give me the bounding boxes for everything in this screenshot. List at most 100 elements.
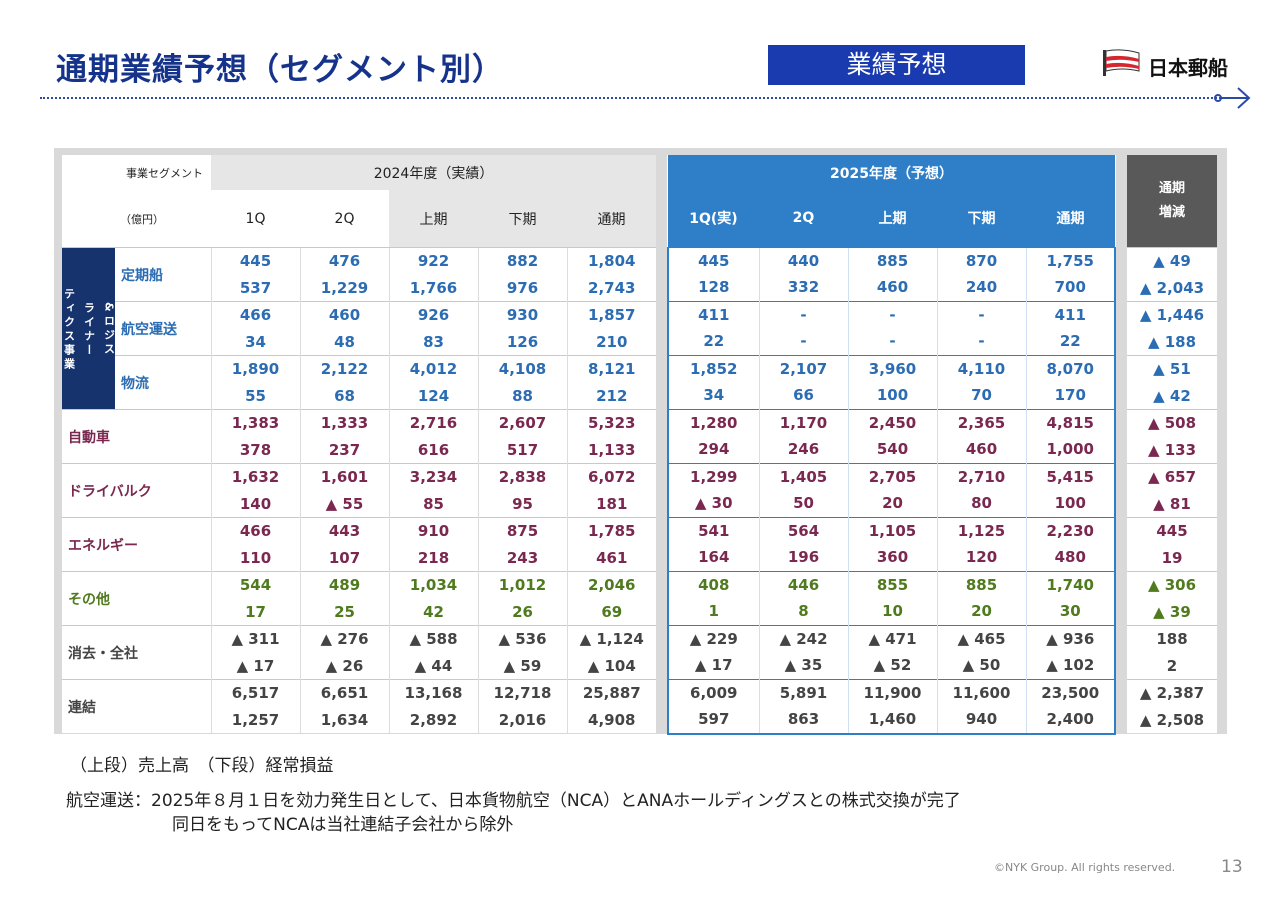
table-cell: 1,333 (299, 409, 389, 437)
col-header: 1Q (211, 190, 300, 248)
table-cell: 378 (210, 436, 300, 464)
table-cell: 50 (758, 490, 848, 517)
segment-name: 物流 (115, 355, 211, 410)
table-cell: 26 (477, 598, 567, 626)
table-cell: 597 (667, 706, 759, 734)
table-cell: ▲ 311 (210, 625, 300, 653)
table-cell: 110 (210, 544, 300, 572)
table-cell: 11,900 (847, 678, 937, 706)
table-cell: ▲ 26 (299, 652, 389, 680)
table-cell: 926 (388, 301, 478, 329)
table-cell: 2,607 (477, 409, 567, 437)
table-cell: 294 (667, 436, 759, 463)
table-cell: - (847, 300, 937, 328)
table-cell: 80 (936, 490, 1026, 517)
table-cell: 910 (388, 517, 478, 545)
table-cell: ▲ 104 (566, 652, 657, 680)
table-cell: ▲ 102 (1025, 652, 1116, 679)
table-cell: 95 (477, 490, 567, 518)
segment-name: 自動車 (62, 409, 211, 464)
table-cell: ▲ 49 (1127, 247, 1217, 275)
table-cell: 17 (210, 598, 300, 626)
table-cell: 22 (1025, 328, 1116, 355)
diff-header-line2: 増減 (1158, 205, 1185, 220)
diff-header: 通期 増減 (1127, 155, 1217, 248)
table-cell: 4,108 (477, 355, 567, 383)
table-cell: 1,785 (566, 517, 657, 545)
table-cell: 476 (299, 247, 389, 275)
segment-table-2025: 2025年度（予想） 1Q(実) 2Q 上期 下期 通期 445 440 885 87… (667, 155, 1116, 735)
table-cell: 22 (667, 328, 759, 355)
col-header: 下期 (478, 190, 567, 248)
table-cell: 1,257 (210, 706, 300, 733)
table-cell: 1,000 (1025, 436, 1116, 463)
table-cell: ▲ 1,124 (566, 625, 657, 653)
table-cell: 11,600 (936, 678, 1026, 706)
table-cell: 19 (1161, 548, 1183, 567)
col-header: 通期 (1026, 190, 1115, 247)
table-cell: 700 (1025, 274, 1116, 301)
table-cell: - (758, 328, 848, 355)
table-cell: 875 (477, 517, 567, 545)
table-cell: ▲ 465 (936, 624, 1026, 652)
table-cell: 1,890 (210, 355, 300, 383)
table-cell: 2,716 (388, 409, 478, 437)
table-cell: ▲ 2,043 (1139, 278, 1205, 297)
table-cell: 411 (667, 300, 759, 328)
note-air-cargo-cont: 同日をもってNCAは当社連結子会社から除外 (172, 815, 514, 835)
table-cell: ▲ 306 (1127, 571, 1217, 599)
table-cell: 243 (477, 544, 567, 572)
table-cell: 212 (566, 382, 657, 410)
table-cell: 564 (758, 516, 848, 544)
table-cell: 1,740 (1025, 570, 1116, 598)
table-cell: 85 (388, 490, 478, 518)
segment-name: エネルギー (62, 517, 211, 572)
col-header: 上期 (848, 190, 937, 247)
table-cell: 100 (1025, 490, 1116, 517)
table-cell: 2,705 (847, 462, 937, 490)
table-cell: ▲ 42 (1153, 386, 1191, 405)
table-cell: 126 (477, 328, 567, 356)
table-cell: 1,034 (388, 571, 478, 599)
table-cell: 541 (667, 516, 759, 544)
table-cell: 2,365 (936, 408, 1026, 436)
table-cell: 870 (936, 246, 1026, 274)
table-cell: 360 (847, 544, 937, 571)
table-cell: 445 (210, 247, 300, 275)
segment-table-diff: 通期 増減 ▲ 49 ▲ 2,043 ▲ 1,446 ▲ 188 ▲ 51 ▲ … (1127, 155, 1217, 733)
liner-logistics-group-label: ティクス事業 ライナー &ロジス (62, 247, 115, 410)
table-cell: 6,651 (299, 679, 389, 707)
table-cell: 8 (758, 598, 848, 625)
table-cell: - (936, 300, 1026, 328)
table-cell: ▲ 51 (1127, 355, 1217, 383)
segment-name: ドライバルク (62, 463, 211, 518)
table-cell: 461 (566, 544, 657, 572)
copyright: ©NYK Group. All rights reserved. (994, 861, 1176, 874)
table-cell: 332 (758, 274, 848, 301)
segment-label: 事業セグメント (126, 166, 203, 180)
table-cell: 170 (1025, 382, 1116, 409)
logo-wordmark: 日本郵船 (1148, 56, 1228, 80)
page-title: 通期業績予想（セグメント別） (56, 52, 504, 88)
table-cell: 540 (847, 436, 937, 463)
table-cell: 5,891 (758, 678, 848, 706)
table-cell: ▲ 536 (477, 625, 567, 653)
table-cell: 164 (667, 544, 759, 571)
table-cell: 882 (477, 247, 567, 275)
table-cell: 188 (1127, 625, 1217, 653)
segment-name: その他 (62, 571, 211, 626)
table-cell: 6,009 (667, 678, 759, 706)
table-cell: 480 (1025, 544, 1116, 571)
table-cell: 240 (936, 274, 1026, 301)
arrow-right-icon (1214, 87, 1251, 109)
table-cell: 411 (1025, 300, 1116, 328)
table-cell: ▲ 188 (1147, 332, 1197, 351)
table-cell: 930 (477, 301, 567, 329)
table-cell: - (847, 328, 937, 355)
table-cell: - (758, 300, 848, 328)
table-cell: 23,500 (1025, 678, 1116, 706)
table-cell: ▲ 1,446 (1127, 301, 1217, 329)
table-cell: ▲ 81 (1153, 494, 1191, 513)
table-cell: 466 (210, 517, 300, 545)
header-divider (40, 97, 1240, 99)
